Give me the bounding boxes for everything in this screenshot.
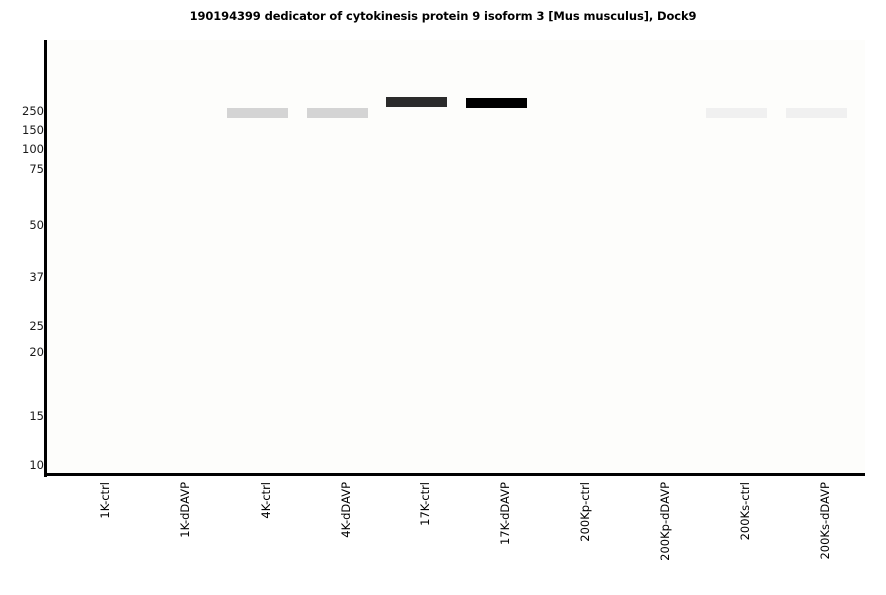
- y-tick-label: 100: [22, 142, 44, 156]
- y-tick-label: 25: [29, 319, 44, 333]
- x-tick-label: 17K-dDAVP: [498, 482, 512, 546]
- x-tick-label: 17K-ctrl: [418, 482, 432, 526]
- x-tick-label: 200Ks-ctrl: [738, 482, 752, 541]
- band-4k-ctrl: [227, 108, 288, 118]
- chart-title: 190194399 dedicator of cytokinesis prote…: [189, 9, 697, 23]
- band-17k-ddavp: [466, 98, 527, 108]
- x-tick-label: 1K-dDAVP: [178, 482, 192, 538]
- y-tick-label: 75: [29, 162, 44, 176]
- x-tick-label: 200Ks-dDAVP: [818, 482, 832, 560]
- x-tick-label: 200Kp-dDAVP: [658, 482, 672, 561]
- band-200ks-ddavp: [786, 108, 847, 118]
- y-axis-line: [44, 40, 47, 477]
- x-tick-label: 200Kp-ctrl: [578, 482, 592, 542]
- y-tick-label: 150: [22, 123, 44, 137]
- y-tick-label: 50: [29, 218, 44, 232]
- x-tick-label: 4K-dDAVP: [339, 482, 353, 538]
- y-tick-label: 250: [22, 104, 44, 118]
- y-tick-label: 15: [29, 409, 44, 423]
- band-4k-ddavp: [307, 108, 368, 118]
- y-tick-label: 10: [29, 458, 44, 472]
- y-tick-label: 20: [29, 345, 44, 359]
- y-axis-tick-labels: 250 150 100 75 50 37 25 20 15 10: [0, 0, 44, 595]
- y-tick-label: 37: [29, 270, 44, 284]
- x-tick-label: 4K-ctrl: [259, 482, 273, 519]
- band-200ks-ctrl: [706, 108, 767, 118]
- band-17k-ctrl: [386, 97, 447, 107]
- x-axis-line: [44, 473, 865, 476]
- x-tick-label: 1K-ctrl: [98, 482, 112, 519]
